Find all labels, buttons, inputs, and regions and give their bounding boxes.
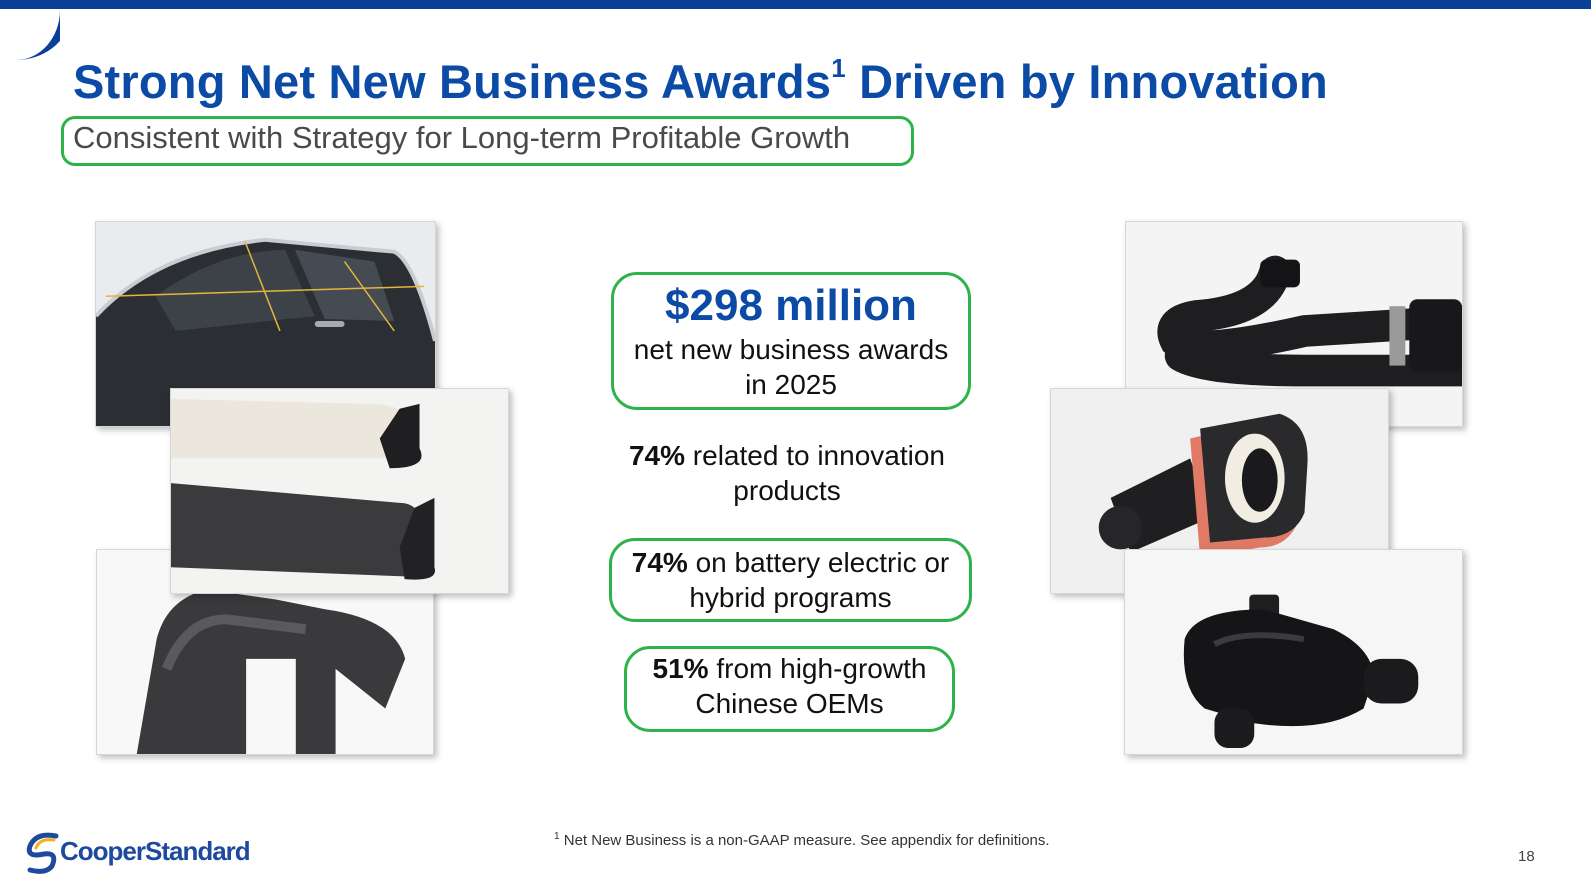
footnote-marker: 1 (554, 831, 560, 842)
amount-stat: $298 million net new business awards in … (611, 280, 971, 402)
china-percentage: 51% (652, 653, 709, 684)
battery-text-line-2: hybrid programs (689, 582, 892, 613)
innovation-stat: 74% related to innovation products (587, 438, 987, 508)
corner-curve-decoration (0, 0, 60, 60)
innovation-text-line-2: products (733, 475, 841, 506)
logo-wordmark: CooperStandard (60, 836, 251, 866)
top-accent-band (0, 0, 1591, 9)
china-text-line-2: Chinese OEMs (695, 688, 884, 719)
title-footnote-marker: 1 (831, 53, 846, 84)
coolant-valve-photo (1124, 549, 1463, 755)
china-highlight-box (624, 646, 955, 732)
amount-value: $298 million (665, 281, 917, 330)
battery-percentage: 74% (631, 547, 688, 578)
subtitle-highlight-box (61, 116, 914, 166)
amount-description-line-2: in 2025 (745, 369, 837, 400)
slide-subtitle: Consistent with Strategy for Long-term P… (73, 120, 851, 155)
cooper-standard-swoosh-icon (26, 832, 59, 874)
battery-stat: 74% on battery electric or hybrid progra… (609, 545, 972, 615)
door-seal-strips-photo (170, 388, 509, 594)
amount-highlight-box (611, 272, 971, 410)
battery-highlight-box (609, 538, 972, 622)
amount-description-line-1: net new business awards (633, 334, 949, 365)
cooper-standard-logo: CooperStandard (24, 830, 251, 874)
footnote: 1 Net New Business is a non-GAAP measure… (554, 831, 1050, 849)
slide-title: Strong Net New Business Awards1 Driven b… (73, 53, 1328, 108)
innovation-percentage: 74% (628, 440, 686, 471)
page-number: 18 (1518, 848, 1535, 865)
china-stat: 51% from high-growth Chinese OEMs (624, 651, 955, 721)
